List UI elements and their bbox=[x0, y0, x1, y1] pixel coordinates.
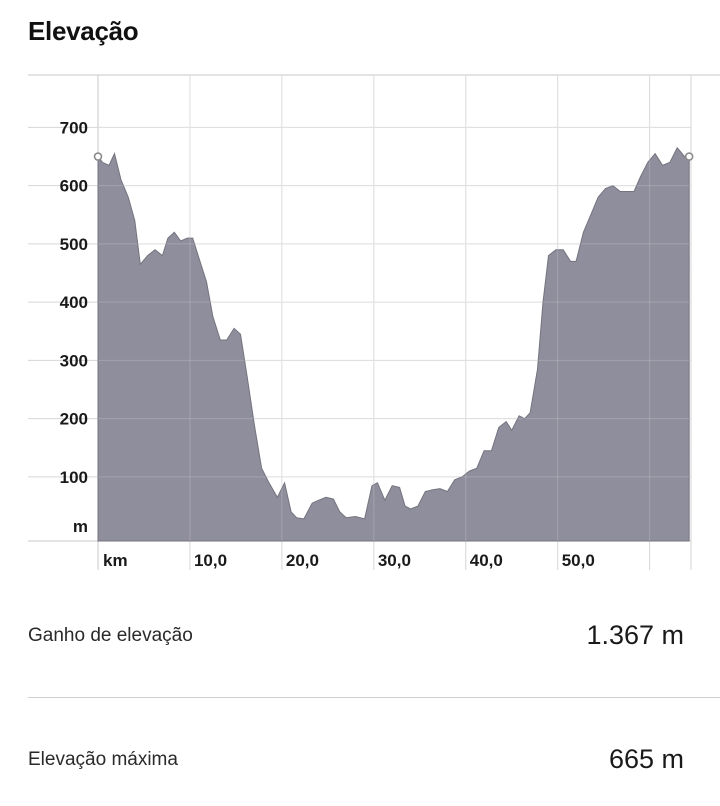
y-unit-label: m bbox=[73, 517, 88, 536]
x-unit-label: km bbox=[103, 551, 128, 570]
y-tick-label: 400 bbox=[60, 293, 88, 312]
elevation-gain-label: Ganho de elevação bbox=[28, 624, 193, 646]
y-tick-label: 500 bbox=[60, 235, 88, 254]
y-tick-label: 700 bbox=[60, 118, 88, 137]
y-tick-label: 100 bbox=[60, 468, 88, 487]
y-tick-label: 600 bbox=[60, 177, 88, 196]
x-tick-label: 50,0 bbox=[562, 551, 595, 570]
y-tick-label: 300 bbox=[60, 351, 88, 370]
max-elevation-label: Elevação máxima bbox=[28, 748, 178, 770]
x-tick-label: 10,0 bbox=[194, 551, 227, 570]
max-elevation-value: 665 m bbox=[608, 744, 684, 774]
elevation-gain-row: Ganho de elevação 1.367 m bbox=[28, 620, 684, 651]
x-tick-label: 40,0 bbox=[470, 551, 503, 570]
x-tick-label: 20,0 bbox=[286, 551, 319, 570]
elevation-area bbox=[97, 146, 690, 542]
end-marker bbox=[684, 152, 694, 161]
page-title: Elevação bbox=[28, 16, 139, 46]
elevation-chart[interactable]: 100 200 300 400 500 600 700 mkm 10,0 20,0 30,0 40,0… bbox=[0, 0, 720, 600]
start-marker bbox=[93, 152, 103, 161]
y-tick-label: 200 bbox=[60, 410, 88, 429]
max-elevation-row: Elevação máxima 665 m bbox=[28, 744, 684, 775]
elevation-gain-value: 1.367 m bbox=[586, 620, 684, 650]
x-tick-label: 30,0 bbox=[378, 551, 411, 570]
divider bbox=[28, 697, 720, 698]
